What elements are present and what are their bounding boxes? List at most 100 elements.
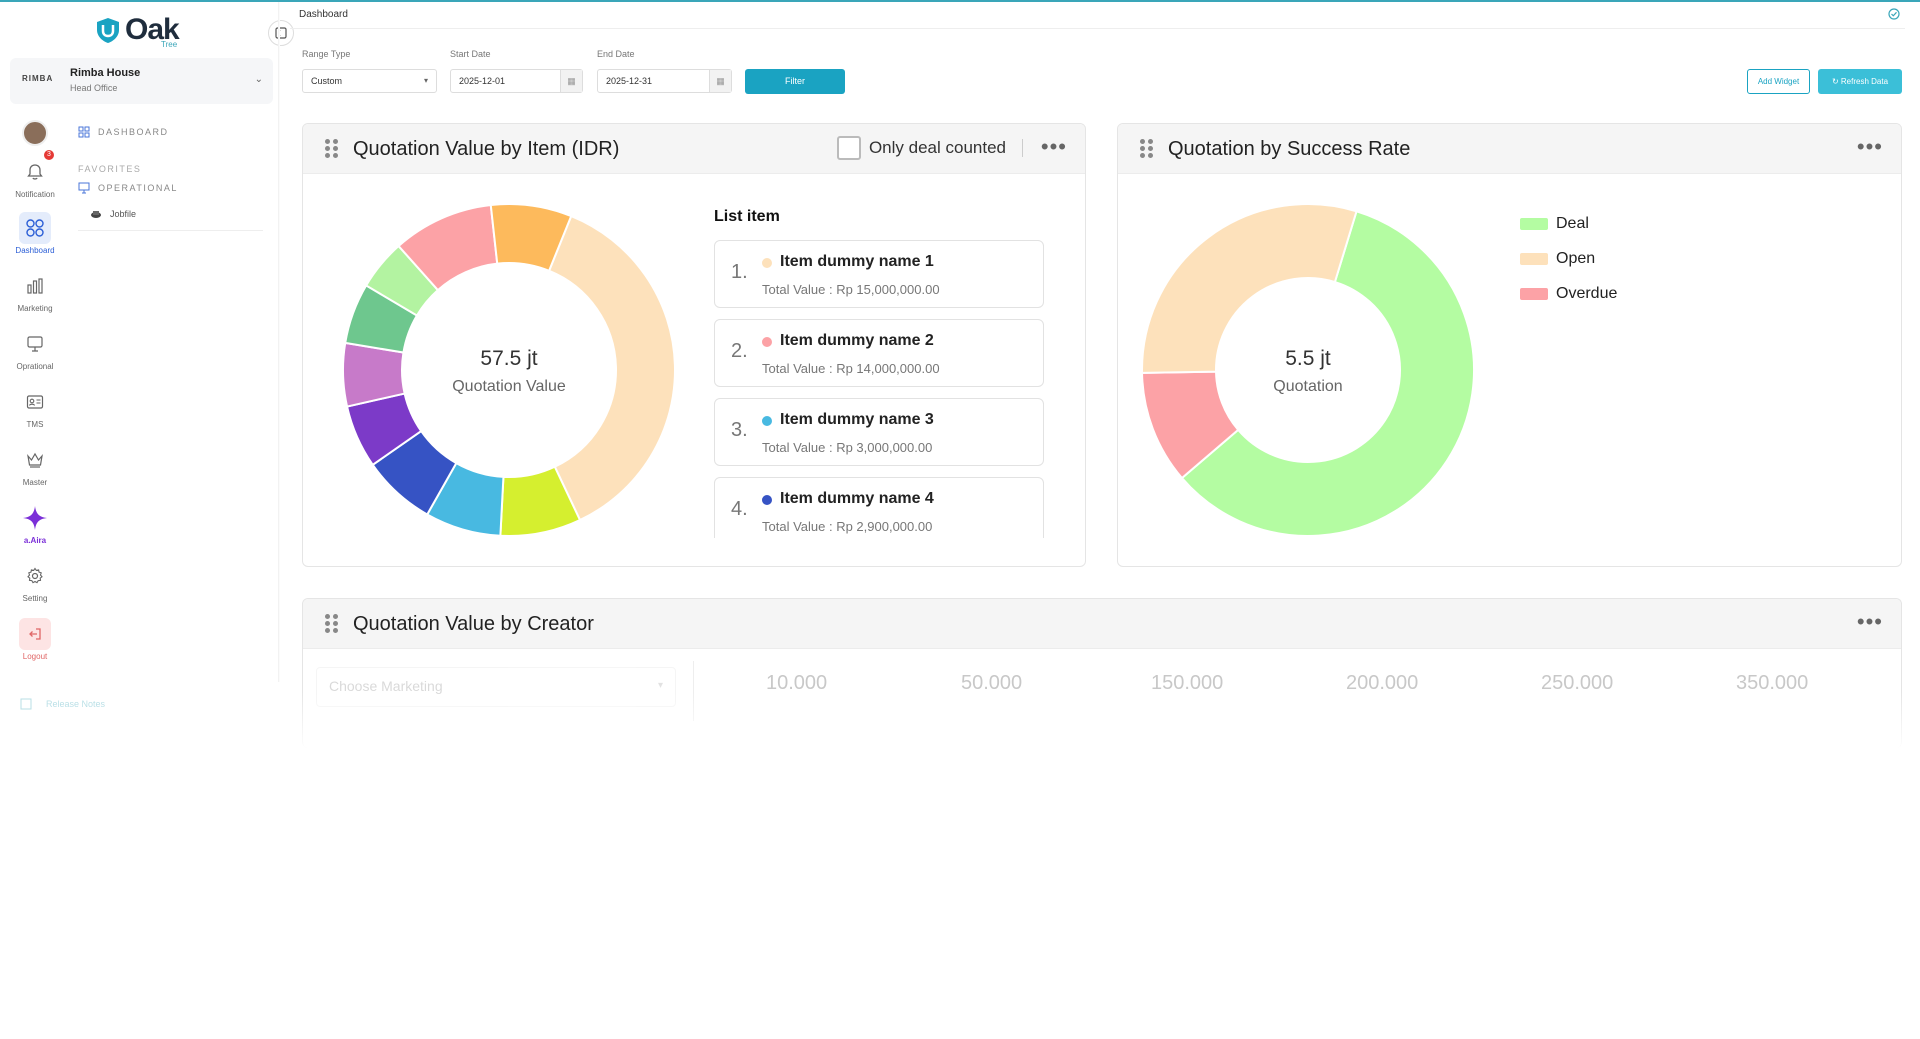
rail-item-notification[interactable]: Notification (8, 156, 62, 212)
document-icon (20, 698, 32, 710)
rail-item-aira[interactable]: a.Aira (8, 502, 62, 558)
list-item-dot (762, 495, 772, 505)
list-title: List item (714, 208, 780, 225)
sparkle-icon (19, 502, 51, 534)
collapse-icon (275, 27, 287, 39)
donut-center-value: 57.5 jt (480, 347, 538, 370)
submenu-dashboard-label: DASHBOARD (98, 127, 169, 137)
rail-label: Marketing (17, 304, 53, 313)
widget-header: Quotation Value by Creator ••• (303, 599, 1901, 649)
list-item[interactable]: 1. Item dummy name 1 Total Value : Rp 15… (714, 240, 1044, 308)
chevron-down-icon: ⌄ (254, 74, 263, 85)
legend-item-open[interactable]: Open (1520, 241, 1617, 276)
list-item-number: 3. (731, 419, 748, 441)
list-item[interactable]: 4. Item dummy name 4 Total Value : Rp 2,… (714, 477, 1044, 538)
rail-item-logout[interactable]: Logout (8, 618, 62, 674)
rail-label: Master (22, 478, 48, 487)
sidebar-divider (278, 2, 280, 682)
breadcrumb: Dashboard (299, 9, 348, 20)
avatar[interactable] (22, 120, 48, 146)
chevron-down-icon: ▾ (657, 680, 663, 691)
refresh-data-button[interactable]: ↻ Refresh Data (1818, 69, 1902, 94)
logout-icon (19, 618, 51, 650)
calendar-icon[interactable]: ▦ (560, 70, 582, 92)
org-subtitle: Head Office (70, 83, 118, 93)
list-item-value: Total Value : Rp 2,900,000.00 (762, 519, 933, 534)
rail-label: Oprational (16, 362, 54, 371)
header-separator (1022, 139, 1023, 157)
legend-item-overdue[interactable]: Overdue (1520, 276, 1617, 311)
more-options-icon[interactable]: ••• (1856, 609, 1883, 634)
rail-item-tms[interactable]: TMS (8, 386, 62, 442)
legend-label: Open (1556, 249, 1596, 267)
calendar-icon[interactable]: ▦ (709, 70, 731, 92)
list-item-dot (762, 258, 772, 268)
axis-divider (693, 661, 694, 721)
end-date-input[interactable]: 2025-12-31 ▦ (597, 69, 732, 93)
logo-subtext: Tree (161, 40, 178, 49)
checkbox-box[interactable] (836, 136, 861, 160)
end-date-label: End Date (597, 49, 635, 59)
donut-slice-deal[interactable] (1180, 210, 1475, 537)
list-item-name: Item dummy name 2 (780, 332, 934, 349)
item-donut-chart (342, 203, 676, 537)
shield-logo-icon (97, 18, 119, 43)
widget-title: Quotation by Success Rate (1168, 138, 1411, 160)
item-list: 1. Item dummy name 1 Total Value : Rp 15… (714, 240, 1044, 538)
monitor-icon (78, 182, 90, 194)
widget-header: Quotation by Success Rate ••• (1118, 124, 1901, 174)
only-deal-checkbox[interactable]: Only deal counted (836, 136, 1023, 160)
submenu-dashboard[interactable]: DASHBOARD (78, 122, 278, 142)
rail-item-operational[interactable]: Oprational (8, 328, 62, 384)
release-notes-link[interactable]: Release Notes (20, 694, 270, 714)
more-options-icon[interactable]: ••• (1856, 134, 1883, 159)
organization-switcher[interactable]: RIMBA Rimba House Head Office ⌄ (10, 58, 273, 104)
widget-quotation-by-success-rate: Quotation by Success Rate ••• 5.5 jt Quo… (1117, 123, 1902, 567)
rail-label: Dashboard (15, 246, 55, 255)
gear-icon (19, 560, 51, 592)
widget-quotation-value-by-item: Quotation Value by Item (IDR) Only deal … (302, 123, 1086, 567)
rail-item-setting[interactable]: Setting (8, 560, 62, 616)
rail-label: Notification (15, 190, 55, 199)
submenu-operational[interactable]: OPERATIONAL (78, 182, 278, 194)
drag-handle-icon[interactable] (325, 139, 339, 159)
rail-item-dashboard[interactable]: Dashboard (8, 212, 62, 268)
start-date-label: Start Date (450, 49, 491, 59)
list-item-dot (762, 416, 772, 426)
rail-label: TMS (26, 420, 44, 429)
list-item-number: 1. (731, 261, 748, 283)
axis-tick-label: 50.000 (961, 672, 1023, 694)
widget-title: Quotation Value by Item (IDR) (353, 138, 620, 160)
rail-item-marketing[interactable]: Marketing (8, 270, 62, 326)
list-item[interactable]: 2. Item dummy name 2 Total Value : Rp 14… (714, 319, 1044, 387)
brand-logo[interactable]: Oak Tree (95, 10, 195, 50)
submenu-jobfile[interactable]: Jobfile (90, 208, 278, 220)
list-item-value: Total Value : Rp 15,000,000.00 (762, 282, 940, 297)
range-type-select[interactable]: Custom ▾ (302, 69, 437, 93)
sidebar-submenu: DASHBOARD FAVORITES OPERATIONAL Jobfile (78, 122, 278, 231)
donut-slice-1[interactable] (547, 214, 676, 522)
org-name: Rimba House (70, 67, 141, 79)
start-date-input[interactable]: 2025-12-01 ▦ (450, 69, 583, 93)
donut-slice-10[interactable] (489, 203, 573, 273)
axis-tick-label: 250.000 (1541, 672, 1614, 694)
grid-icon (78, 126, 90, 138)
rail-item-master[interactable]: Master (8, 444, 62, 500)
list-item[interactable]: 3. Item dummy name 3 Total Value : Rp 3,… (714, 398, 1044, 466)
sidebar-collapse-button[interactable] (268, 20, 294, 46)
content-fade (290, 692, 1910, 752)
add-widget-button[interactable]: Add Widget (1747, 69, 1810, 94)
widget-header: Quotation Value by Item (IDR) Only deal … (303, 124, 1085, 174)
drag-handle-icon[interactable] (325, 614, 339, 634)
drag-handle-icon[interactable] (1140, 139, 1154, 159)
rail-label: Setting (22, 594, 48, 603)
donut-slice-open[interactable] (1141, 203, 1358, 374)
more-options-icon[interactable]: ••• (1040, 134, 1067, 159)
submenu-divider (78, 230, 263, 231)
chevron-down-icon: ▾ (423, 76, 428, 85)
logo-text: Oak (125, 13, 180, 46)
legend-item-deal[interactable]: Deal (1520, 206, 1617, 241)
status-check-icon[interactable] (1888, 8, 1900, 23)
header-divider (290, 28, 1905, 29)
filter-button[interactable]: Filter (745, 69, 845, 94)
